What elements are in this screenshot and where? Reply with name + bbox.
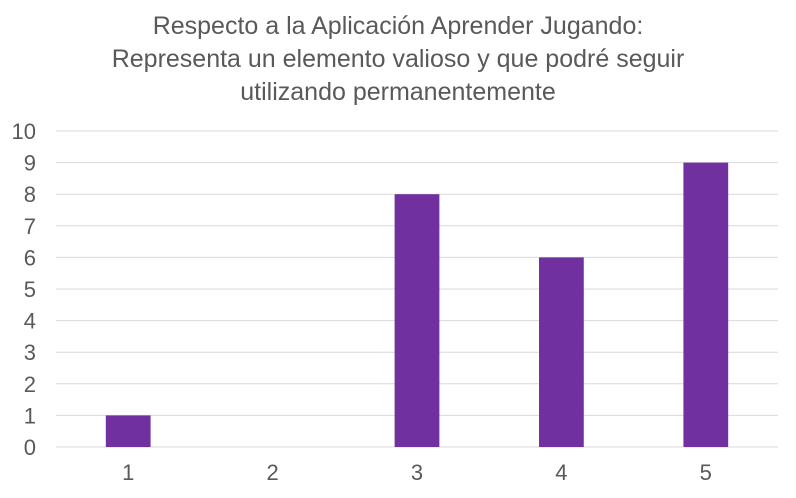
- chart-title-line-2: Representa un elemento valioso y que pod…: [112, 45, 685, 73]
- chart-title: Respecto a la Aplicación Aprender Jugand…: [112, 12, 685, 106]
- x-tick-label: 3: [411, 460, 423, 485]
- bars: [105, 162, 729, 447]
- y-tick-label: 7: [24, 214, 36, 239]
- chart-title-line-1: Respecto a la Aplicación Aprender Jugand…: [153, 12, 644, 40]
- y-tick-label: 5: [24, 277, 36, 302]
- y-tick-label: 4: [24, 309, 36, 334]
- bar-3: [394, 194, 440, 447]
- y-tick-label: 3: [24, 340, 36, 365]
- y-tick-label: 8: [24, 182, 36, 207]
- x-tick-label: 5: [700, 460, 712, 485]
- x-tick-label: 1: [122, 460, 134, 485]
- y-axis-tick-labels: 0 1 2 3 4 5 6 7 8 9 10: [12, 119, 36, 460]
- x-tick-label: 4: [555, 460, 567, 485]
- y-tick-label: 10: [12, 119, 36, 144]
- bar-1: [105, 415, 151, 447]
- bar-4: [539, 257, 584, 447]
- chart-title-line-3: utilizando permanentemente: [240, 78, 555, 106]
- y-tick-label: 2: [24, 372, 36, 397]
- x-axis-tick-labels: 1 2 3 4 5: [122, 460, 712, 485]
- x-tick-label: 2: [266, 460, 278, 485]
- y-tick-label: 0: [24, 435, 36, 460]
- bar-5: [683, 162, 729, 447]
- y-tick-label: 9: [24, 151, 36, 176]
- y-tick-label: 6: [24, 245, 36, 270]
- y-tick-label: 1: [24, 403, 36, 428]
